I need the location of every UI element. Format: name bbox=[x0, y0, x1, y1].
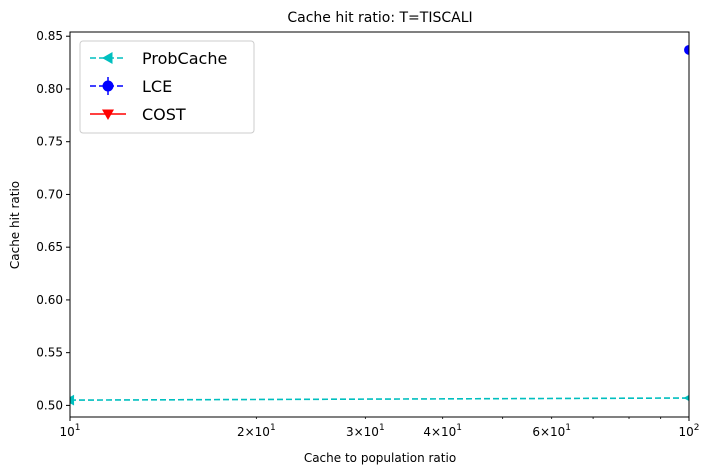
plot-series bbox=[70, 44, 689, 406]
legend-label: ProbCache bbox=[142, 49, 227, 68]
data-point bbox=[102, 109, 114, 120]
data-point bbox=[70, 394, 75, 406]
y-tick-label: 0.50 bbox=[36, 398, 63, 412]
series-probcache bbox=[70, 394, 689, 406]
tick-base: 10 bbox=[59, 425, 74, 439]
legend: ProbCache LCE COST bbox=[79, 40, 255, 134]
legend-entry-probcache: ProbCache bbox=[90, 49, 227, 68]
series-line bbox=[70, 397, 689, 401]
tick-mantissa: 6 bbox=[532, 425, 540, 439]
data-point bbox=[102, 80, 114, 92]
tick-mantissa: 4 bbox=[423, 425, 431, 439]
x-minor-tick-label: 2×101 bbox=[237, 423, 276, 439]
y-tick-label: 0.70 bbox=[36, 187, 63, 201]
y-axis-label: Cache hit ratio bbox=[8, 181, 22, 269]
data-point bbox=[683, 394, 689, 402]
legend-entry-lce: LCE bbox=[90, 77, 172, 96]
data-point bbox=[684, 44, 689, 55]
tick-base: 10 bbox=[678, 425, 693, 439]
tick-base: 10 bbox=[255, 425, 270, 439]
tick-base: 10 bbox=[550, 425, 565, 439]
y-tick-label: 0.60 bbox=[36, 293, 63, 307]
axes-frame bbox=[69, 31, 690, 418]
y-tick-label: 0.85 bbox=[36, 29, 63, 43]
legend-entry-cost: COST bbox=[90, 105, 186, 124]
legend-label: COST bbox=[142, 105, 186, 124]
tick-exponent: 1 bbox=[456, 423, 462, 433]
y-tick-label: 0.80 bbox=[36, 82, 63, 96]
tick-times: × bbox=[540, 425, 550, 439]
tick-mantissa: 2 bbox=[237, 425, 245, 439]
x-minor-tick-label: 4×101 bbox=[423, 423, 462, 439]
x-minor-tick-label: 6×101 bbox=[532, 423, 571, 439]
tick-times: × bbox=[431, 425, 441, 439]
tick-exponent: 1 bbox=[565, 423, 571, 433]
x-minor-tick-label: 3×101 bbox=[346, 423, 385, 439]
tick-base: 10 bbox=[441, 425, 456, 439]
tick-exponent: 2 bbox=[694, 423, 700, 433]
tick-exponent: 1 bbox=[270, 423, 276, 433]
legend-label: LCE bbox=[142, 77, 172, 96]
tick-times: × bbox=[354, 425, 364, 439]
x-major-tick-label: 101 bbox=[59, 423, 80, 439]
y-tick-label: 0.65 bbox=[36, 240, 63, 254]
tick-times: × bbox=[245, 425, 255, 439]
chart-title: Cache hit ratio: T=TISCALI bbox=[287, 10, 472, 26]
legend-box bbox=[79, 40, 255, 134]
y-tick-label: 0.75 bbox=[36, 135, 63, 149]
tick-base: 10 bbox=[364, 425, 379, 439]
tick-exponent: 1 bbox=[75, 423, 81, 433]
series-lce bbox=[684, 44, 689, 55]
data-point bbox=[102, 52, 113, 64]
axes-spines bbox=[69, 31, 690, 418]
tick-exponent: 1 bbox=[379, 423, 385, 433]
y-tick-label: 0.55 bbox=[36, 346, 63, 360]
tick-mantissa: 3 bbox=[346, 425, 354, 439]
x-major-tick-label: 102 bbox=[678, 423, 699, 439]
x-axis-label: Cache to population ratio bbox=[304, 451, 456, 465]
